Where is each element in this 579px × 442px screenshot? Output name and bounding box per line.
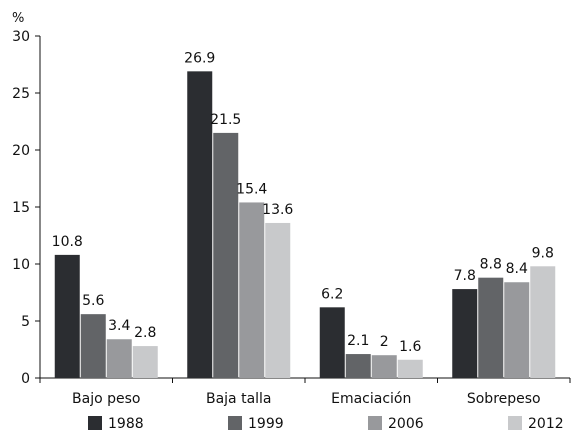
- legend-swatch-1988: [88, 416, 102, 430]
- bar-1988-0: [54, 254, 80, 378]
- bar-2006-1: [239, 202, 265, 378]
- y-tick-label: 25: [12, 86, 30, 102]
- legend-swatch-2006: [368, 416, 382, 430]
- bars: 10.8 5.63.4 2.8 26.9 21.5 15.4 13.6 6.2 2.1 2 1.6 7…: [52, 50, 556, 378]
- axes: 0 5 10 15 20 25 30 Bajo peso Baja talla Emaciació…: [12, 29, 571, 407]
- data-label: 6.2: [321, 286, 343, 302]
- bar-1988-1: [187, 71, 213, 378]
- data-label: 7.8: [454, 268, 476, 284]
- y-tick-label: 30: [12, 29, 30, 45]
- category-label: Emaciación: [331, 391, 411, 407]
- data-label: 8.4: [506, 261, 528, 277]
- y-tick-label: 5: [21, 314, 30, 330]
- y-tick-label: 20: [12, 143, 30, 159]
- bar-2012-2: [397, 359, 423, 378]
- data-label: 9.8: [532, 245, 554, 261]
- bar-1999-2: [345, 354, 371, 378]
- bar-2006-3: [504, 282, 530, 378]
- legend-label: 2012: [528, 416, 564, 432]
- data-label: 15.4: [236, 181, 267, 197]
- data-label: 26.9: [184, 50, 215, 66]
- data-label: 2: [380, 334, 389, 350]
- bar-1988-2: [319, 307, 345, 378]
- data-label: 2.8: [134, 325, 156, 341]
- legend: 1988 1999 2006 2012: [88, 416, 564, 432]
- data-label: 2.1: [347, 333, 369, 349]
- legend-label: 2006: [388, 416, 424, 432]
- bar-2012-1: [265, 222, 291, 378]
- bar-2012-3: [530, 266, 556, 378]
- bar-1999-1: [213, 132, 239, 378]
- bar-1988-3: [452, 289, 478, 378]
- y-tick-label: 0: [21, 371, 30, 387]
- legend-label: 1999: [248, 416, 284, 432]
- data-label: 8.8: [480, 257, 502, 273]
- bar-2006-2: [371, 355, 397, 378]
- legend-swatch-2012: [508, 416, 522, 430]
- category-label: Bajo peso: [72, 391, 140, 407]
- bar-2006-0: [106, 339, 132, 378]
- y-axis-unit-label: %: [12, 11, 24, 26]
- data-label: 21.5: [210, 112, 241, 128]
- bar-1999-0: [80, 314, 106, 378]
- category-label: Baja talla: [206, 391, 272, 407]
- bar-1999-3: [478, 277, 504, 378]
- legend-swatch-1999: [228, 416, 242, 430]
- data-label: 3.4: [108, 318, 130, 334]
- data-label: 1.6: [399, 339, 421, 355]
- data-label: 10.8: [52, 234, 83, 250]
- bar-2012-0: [132, 346, 158, 378]
- data-label: 13.6: [262, 202, 293, 218]
- y-tick-label: 15: [12, 200, 30, 216]
- data-label: 5.6: [82, 293, 104, 309]
- category-label: Sobrepeso: [467, 391, 541, 407]
- y-tick-label: 10: [12, 257, 30, 273]
- legend-label: 1988: [108, 416, 144, 432]
